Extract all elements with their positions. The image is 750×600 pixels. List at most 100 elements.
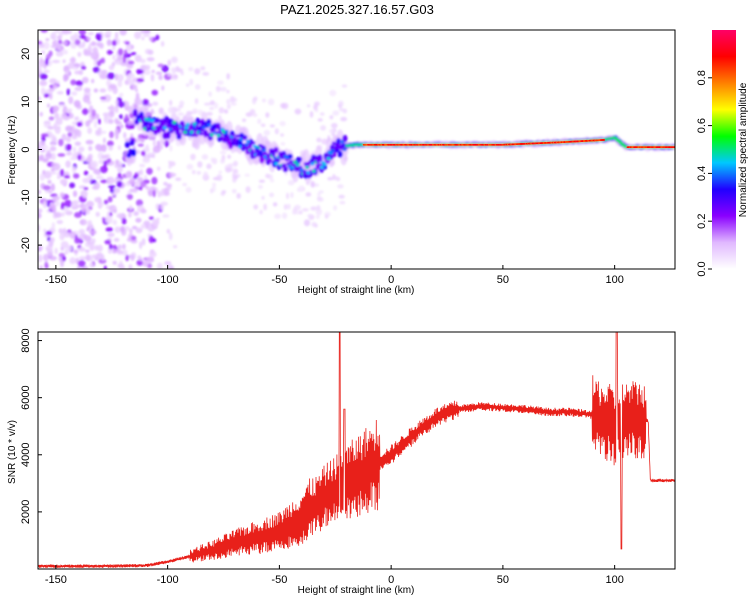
ridge-core — [149, 122, 154, 127]
noise-speckle — [45, 152, 52, 158]
noise-speckle — [265, 112, 270, 118]
noise-speckle — [260, 123, 266, 127]
noise-speckle — [337, 184, 344, 189]
noise-speckle — [62, 231, 71, 238]
noise-speckle — [117, 79, 123, 88]
noise-speckle — [117, 101, 125, 108]
noise-speckle — [81, 41, 86, 47]
noise-speckle — [64, 199, 72, 208]
spectrogram-xlabel: Height of straight line (km) — [298, 285, 415, 296]
noise-speckle — [61, 136, 68, 140]
noise-speckle — [39, 73, 48, 80]
noise-speckle — [140, 150, 146, 156]
noise-speckle — [54, 126, 61, 134]
ridge-core — [153, 120, 158, 124]
noise-speckle — [128, 264, 133, 269]
noise-speckle — [41, 50, 46, 55]
noise-speckle — [152, 238, 157, 243]
noise-speckle — [106, 39, 112, 46]
noise-speckle — [71, 201, 78, 209]
noise-speckle — [69, 231, 76, 240]
noise-speckle — [91, 109, 96, 117]
noise-speckle — [100, 179, 108, 184]
ridge-core — [286, 162, 291, 166]
noise-speckle — [114, 31, 119, 39]
ridge-core — [305, 165, 310, 170]
noise-speckle — [63, 174, 71, 179]
ridge-core — [216, 133, 221, 138]
noise-speckle — [150, 108, 154, 115]
noise-speckle — [145, 185, 150, 190]
noise-speckle — [134, 54, 142, 63]
y-tick-label: -10 — [20, 189, 32, 205]
noise-speckle — [90, 41, 96, 47]
ridge-core — [303, 162, 308, 166]
noise-speckle — [310, 180, 315, 188]
noise-speckle — [74, 39, 81, 46]
noise-speckle — [150, 74, 155, 82]
ridge-core — [302, 171, 307, 176]
y-tick-label: 20 — [20, 48, 32, 60]
x-tick-label: -150 — [45, 274, 67, 286]
noise-speckle — [136, 78, 145, 83]
noise-speckle — [84, 207, 91, 215]
noise-speckle — [83, 187, 89, 191]
ridge-core — [310, 162, 315, 166]
ridge-body — [267, 157, 273, 164]
noise-speckle — [284, 171, 288, 176]
noise-speckle — [39, 173, 45, 181]
ridge-body — [273, 147, 279, 154]
noise-speckle — [125, 41, 130, 45]
noise-speckle — [148, 36, 153, 41]
colorbar: 0.0 0.2 0.4 0.6 0.8 Normalized spectral ampl… — [696, 30, 749, 277]
noise-speckle — [141, 134, 150, 140]
noise-speckle — [175, 177, 182, 181]
noise-speckle — [78, 256, 87, 261]
noise-speckle — [262, 98, 266, 103]
noise-speckle — [104, 239, 111, 245]
noise-speckle — [315, 208, 323, 216]
noise-speckle — [329, 128, 336, 134]
ridge-body — [124, 141, 131, 148]
noise-speckle — [175, 66, 180, 72]
noise-speckle — [71, 91, 78, 96]
noise-speckle — [43, 93, 50, 98]
noise-speckle — [182, 182, 187, 187]
noise-speckle — [118, 160, 123, 169]
noise-speckle — [170, 73, 174, 81]
noise-speckle — [117, 74, 124, 82]
noise-speckle — [65, 143, 72, 152]
noise-speckle — [317, 192, 321, 197]
noise-speckle — [108, 118, 114, 124]
x-tick-label: 0 — [388, 574, 394, 586]
noise-speckle — [55, 199, 60, 207]
noise-speckle — [101, 144, 107, 152]
ridge-core — [278, 154, 283, 158]
ridge-core — [318, 157, 323, 161]
x-tick-label: 50 — [497, 274, 509, 286]
noise-speckle — [137, 170, 142, 175]
noise-speckle — [167, 59, 172, 67]
colorbar-ticks: 0.0 0.2 0.4 0.6 0.8 — [696, 70, 712, 277]
noise-speckle — [146, 152, 155, 157]
noise-speckle — [107, 196, 113, 203]
noise-speckle — [185, 83, 190, 87]
snr-line — [38, 332, 675, 569]
noise-speckle — [185, 186, 192, 193]
ridge-core — [192, 122, 197, 126]
noise-speckle — [128, 228, 133, 234]
noise-speckle — [331, 132, 336, 137]
noise-speckle — [39, 80, 48, 87]
noise-speckle — [327, 176, 334, 181]
noise-speckle — [265, 173, 270, 179]
noise-speckle — [78, 30, 87, 35]
ridge-core — [326, 157, 331, 161]
noise-speckle — [73, 100, 81, 108]
noise-speckle — [49, 171, 57, 175]
noise-speckle — [216, 80, 224, 85]
noise-speckle — [141, 98, 150, 106]
noise-speckle — [57, 153, 66, 157]
noise-speckle — [280, 133, 284, 137]
ridge-core — [298, 165, 303, 170]
ridge-core — [200, 128, 205, 132]
